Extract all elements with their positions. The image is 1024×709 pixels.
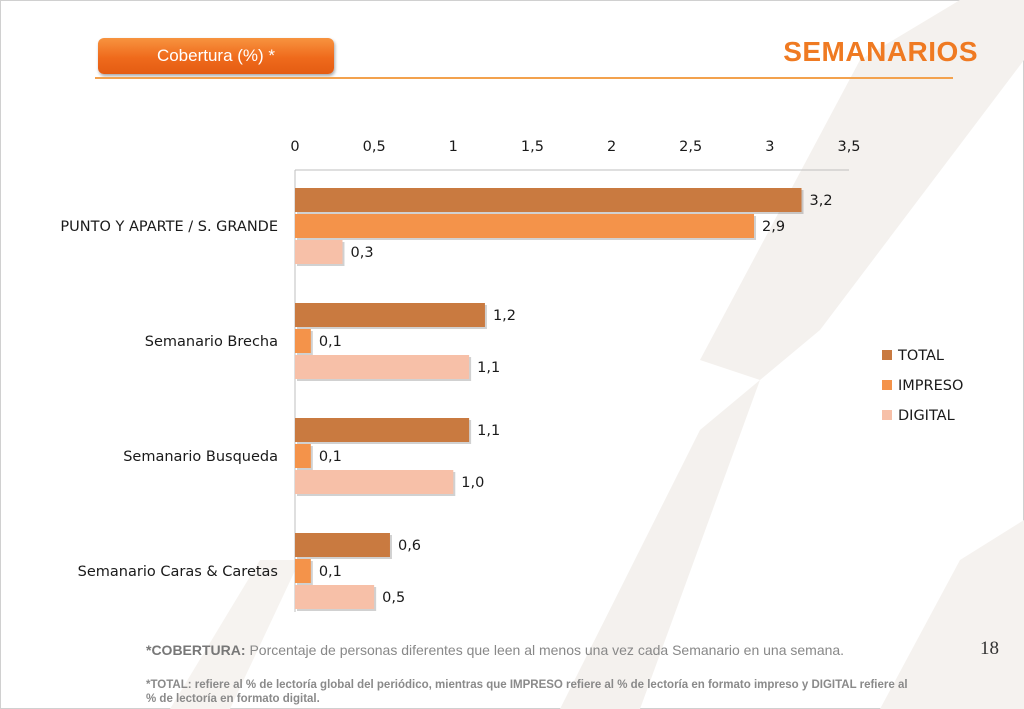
data-label: 1,1 <box>477 360 500 376</box>
data-label: 1,2 <box>493 308 516 324</box>
category-label: Semanario Busqueda <box>123 449 278 465</box>
title-divider <box>95 77 953 79</box>
x-tick-label: 0 <box>290 139 299 155</box>
x-tick-label: 2 <box>607 139 616 155</box>
data-label: 1,1 <box>477 423 500 439</box>
bar-total <box>295 303 485 327</box>
bar-total <box>295 188 802 212</box>
cobertura-footnote: *COBERTURA: Porcentaje de personas difer… <box>146 641 886 659</box>
legend-swatch-impreso <box>882 380 892 390</box>
x-tick-label: 3,5 <box>837 139 860 155</box>
legend-label-digital: DIGITAL <box>898 408 955 424</box>
data-label: 0,5 <box>382 590 405 606</box>
category-label: Semanario Caras & Caretas <box>78 564 278 580</box>
x-tick-label: 1,5 <box>521 139 544 155</box>
bar-digital <box>295 355 470 379</box>
x-tick-label: 1 <box>449 139 458 155</box>
data-label: 0,1 <box>319 334 342 350</box>
data-label: 0,3 <box>350 245 373 261</box>
bar-impreso <box>295 329 311 353</box>
legend-swatch-total <box>882 350 892 360</box>
legend-swatch-digital <box>882 410 892 420</box>
total-footnote: *TOTAL: refiere al % de lectoría global … <box>146 679 908 705</box>
x-tick-label: 3 <box>765 139 774 155</box>
page-number: 18 <box>980 638 999 659</box>
legend-label-impreso: IMPRESO <box>898 378 963 394</box>
metric-tag: Cobertura (%) * <box>98 38 334 74</box>
bar-digital <box>295 470 454 494</box>
data-label: 3,2 <box>810 193 833 209</box>
cobertura-term: *COBERTURA: <box>146 642 246 658</box>
bar-total <box>295 533 390 557</box>
bar-digital <box>295 585 375 609</box>
x-tick-label: 0,5 <box>363 139 386 155</box>
data-label: 1,0 <box>461 475 484 491</box>
category-label: Semanario Brecha <box>145 334 278 350</box>
category-label: PUNTO Y APARTE / S. GRANDE <box>60 219 278 235</box>
data-label: 0,6 <box>398 538 421 554</box>
data-label: 0,1 <box>319 449 342 465</box>
bar-impreso <box>295 444 311 468</box>
bar-impreso <box>295 559 311 583</box>
x-tick-label: 2,5 <box>679 139 702 155</box>
legend-label-total: TOTAL <box>897 348 944 364</box>
cobertura-definition: Porcentaje de personas diferentes que le… <box>249 642 845 658</box>
data-label: 2,9 <box>762 219 785 235</box>
page-title: SEMANARIOS <box>783 36 978 67</box>
bar-impreso <box>295 214 755 238</box>
bar-total <box>295 418 470 442</box>
data-label: 0,1 <box>319 564 342 580</box>
bar-digital <box>295 240 343 264</box>
